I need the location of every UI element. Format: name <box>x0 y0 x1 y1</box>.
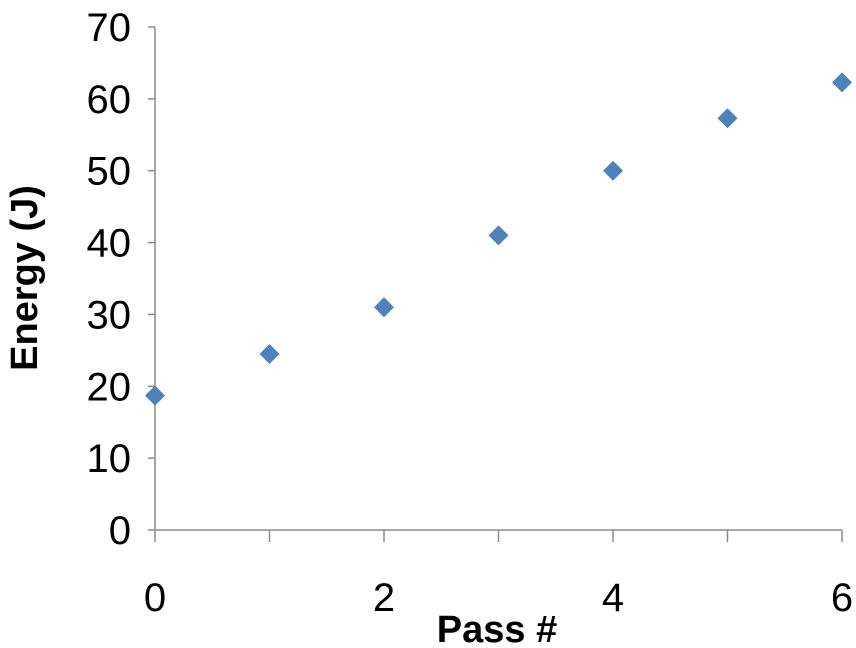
x-ticks: 0 2 4 6 <box>144 530 853 620</box>
x-tick-label: 4 <box>602 576 624 620</box>
y-tick-label: 20 <box>87 365 132 409</box>
data-point <box>717 108 738 129</box>
data-points <box>145 72 852 406</box>
y-tick-label: 40 <box>87 222 132 266</box>
data-point <box>145 385 165 406</box>
data-point <box>374 297 394 318</box>
y-tick-label: 60 <box>87 78 132 122</box>
axes <box>154 27 842 531</box>
y-tick-label: 0 <box>109 509 131 553</box>
data-point <box>488 225 509 246</box>
y-tick-label: 10 <box>87 437 132 481</box>
y-tick-label: 50 <box>87 150 132 194</box>
x-tick-label: 0 <box>144 576 166 620</box>
data-point <box>259 343 280 364</box>
data-point <box>603 160 623 181</box>
y-tick-label: 30 <box>87 293 132 337</box>
x-tick-label: 2 <box>373 576 395 620</box>
data-point <box>832 72 852 93</box>
x-tick-label: 6 <box>831 576 853 620</box>
y-tick-label: 70 <box>87 6 132 50</box>
y-ticks: 0 10 20 30 40 50 60 70 <box>87 6 155 553</box>
y-axis-title: Energy (J) <box>4 185 46 371</box>
x-axis-title: Pass # <box>437 609 557 648</box>
